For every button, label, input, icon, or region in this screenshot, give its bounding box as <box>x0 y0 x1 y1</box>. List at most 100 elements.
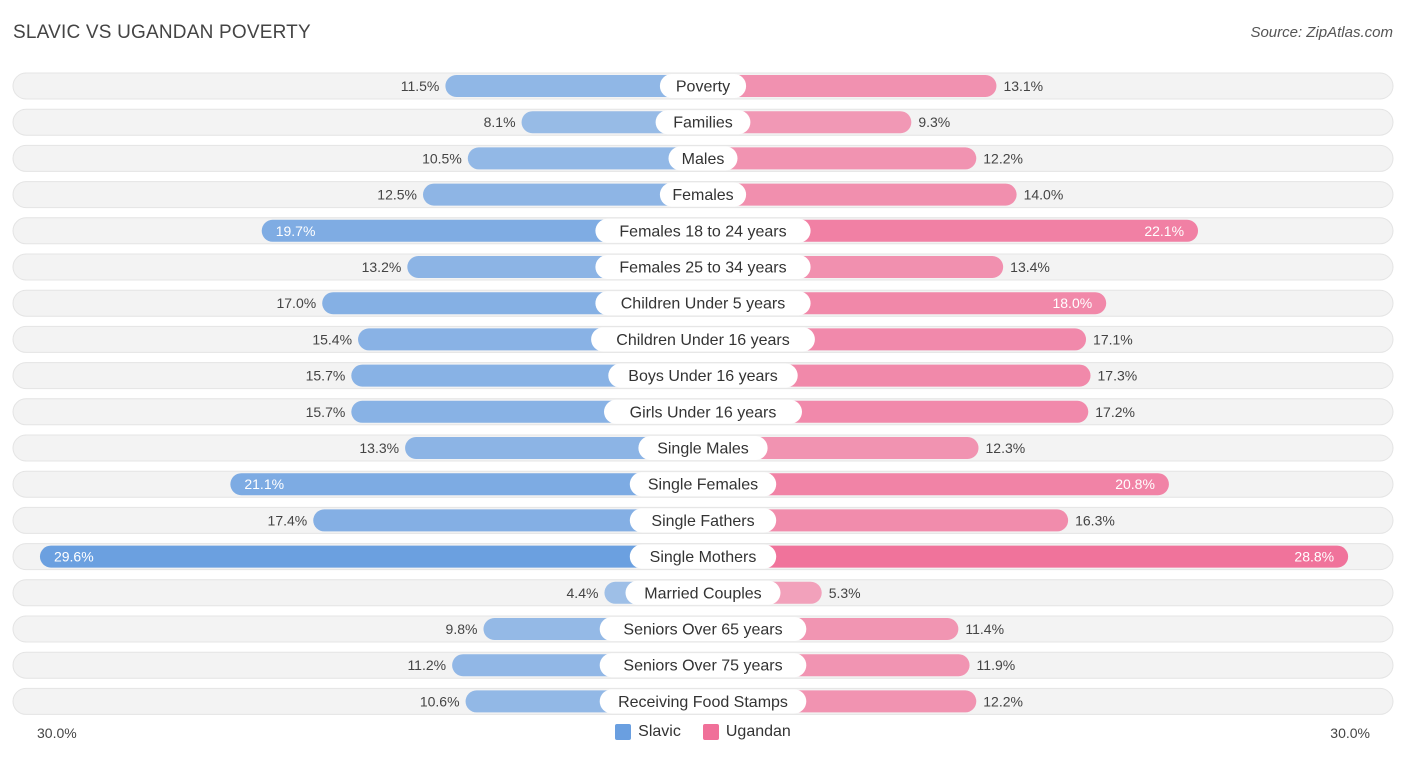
category-pill-seniors-over-75-years <box>599 653 807 678</box>
legend-label-slavic: Slavic <box>638 723 681 740</box>
value-ugandan-seniors-over-75-years: 11.9% <box>977 657 1016 673</box>
bar-ugandan-males <box>703 147 977 170</box>
value-slavic-married-couples: 4.4% <box>567 585 599 601</box>
category-pill-females-25-to-34-years <box>595 255 811 279</box>
bar-slavic-males <box>467 147 703 170</box>
chart-title: SLAVIC VS UGANDAN POVERTY <box>13 22 311 43</box>
legend-item-ugandan: Ugandan <box>702 723 791 741</box>
category-label-poverty: Poverty <box>676 79 730 96</box>
bar-ugandan-boys-under-16-years <box>703 364 1091 387</box>
category-label-single-females: Single Females <box>648 477 758 494</box>
category-pill-females-18-to-24-years <box>595 218 811 243</box>
value-slavic-children-under-16-years: 15.4% <box>312 331 352 347</box>
value-ugandan-children-under-16-years: 17.1% <box>1093 331 1133 347</box>
bar-slavic-single-males <box>405 437 703 459</box>
category-pill-receiving-food-stamps <box>599 689 807 714</box>
value-ugandan-poverty: 13.1% <box>1003 78 1043 94</box>
value-ugandan-receiving-food-stamps: 12.2% <box>983 693 1023 709</box>
category-label-single-mothers: Single Mothers <box>650 549 757 566</box>
category-label-females: Females <box>672 187 733 204</box>
value-ugandan-females: 14.0% <box>1024 187 1064 203</box>
category-pill-single-females <box>629 472 777 497</box>
bar-ugandan-single-mothers <box>703 545 1349 568</box>
value-ugandan-single-males: 12.3% <box>986 440 1026 456</box>
value-slavic-boys-under-16-years: 15.7% <box>306 368 346 384</box>
category-pill-children-under-16-years <box>591 327 815 352</box>
category-label-single-males: Single Males <box>657 441 749 458</box>
category-label-females-18-to-24-years: Females 18 to 24 years <box>619 223 786 240</box>
bar-ugandan-females <box>703 183 1017 206</box>
bar-slavic-single-mothers <box>39 545 703 568</box>
bar-slavic-poverty <box>445 75 703 97</box>
bar-ugandan-poverty <box>703 75 997 97</box>
category-label-seniors-over-65-years: Seniors Over 65 years <box>623 622 782 639</box>
value-slavic-females: 12.5% <box>377 187 417 203</box>
value-ugandan-families: 9.3% <box>918 114 950 130</box>
legend-label-ugandan: Ugandan <box>725 723 791 740</box>
bar-ugandan-single-females <box>703 473 1169 496</box>
value-slavic-single-females: 21.1% <box>244 476 284 492</box>
category-label-families: Families <box>673 115 733 132</box>
value-slavic-single-mothers: 29.6% <box>54 549 94 565</box>
legend-swatch-ugandan <box>702 724 719 740</box>
bar-ugandan-families <box>703 111 912 134</box>
value-slavic-single-males: 13.3% <box>359 440 399 456</box>
legend-item-slavic: Slavic <box>615 723 681 741</box>
category-label-seniors-over-75-years: Seniors Over 75 years <box>623 658 782 675</box>
category-pill-poverty <box>659 74 747 98</box>
bar-ugandan-females-18-to-24-years <box>703 219 1199 242</box>
value-ugandan-children-under-5-years: 18.0% <box>1052 295 1092 311</box>
value-slavic-families: 8.1% <box>484 114 516 130</box>
bar-slavic-females <box>423 183 703 206</box>
category-pill-males <box>668 146 738 171</box>
value-slavic-receiving-food-stamps: 10.6% <box>420 693 460 709</box>
category-label-children-under-5-years: Children Under 5 years <box>621 296 786 313</box>
category-label-married-couples: Married Couples <box>644 585 761 602</box>
category-label-children-under-16-years: Children Under 16 years <box>616 332 789 349</box>
category-pill-girls-under-16-years <box>604 399 802 424</box>
category-label-single-fathers: Single Fathers <box>651 513 754 530</box>
value-slavic-seniors-over-65-years: 9.8% <box>446 621 478 637</box>
category-label-receiving-food-stamps: Receiving Food Stamps <box>618 694 788 711</box>
category-label-males: Males <box>682 151 725 168</box>
value-slavic-poverty: 11.5% <box>401 78 440 94</box>
value-slavic-males: 10.5% <box>422 150 462 166</box>
value-ugandan-seniors-over-65-years: 11.4% <box>965 621 1004 637</box>
source-label: Source: ZipAtlas.com <box>1250 24 1393 41</box>
value-slavic-children-under-5-years: 17.0% <box>276 295 316 311</box>
category-pill-single-males <box>638 436 768 460</box>
value-slavic-females-25-to-34-years: 13.2% <box>362 259 402 275</box>
category-pill-single-mothers <box>629 544 777 569</box>
value-ugandan-single-mothers: 28.8% <box>1294 549 1334 565</box>
value-ugandan-females-18-to-24-years: 22.1% <box>1144 223 1184 239</box>
bar-slavic-single-fathers <box>313 509 703 532</box>
value-slavic-single-fathers: 17.4% <box>268 512 308 528</box>
category-pill-families <box>655 110 751 135</box>
category-pill-females <box>659 182 747 207</box>
legend: Slavic Ugandan <box>0 723 1406 741</box>
value-slavic-females-18-to-24-years: 19.7% <box>276 223 316 239</box>
category-label-females-25-to-34-years: Females 25 to 34 years <box>619 260 786 277</box>
bar-ugandan-single-males <box>703 437 979 459</box>
category-label-girls-under-16-years: Girls Under 16 years <box>630 404 777 421</box>
value-ugandan-single-fathers: 16.3% <box>1075 512 1115 528</box>
axis-right-label: 30.0% <box>1330 725 1370 741</box>
category-pill-boys-under-16-years <box>608 363 798 388</box>
category-pill-married-couples <box>625 580 781 605</box>
legend-swatch-slavic <box>615 724 632 740</box>
bar-ugandan-single-fathers <box>703 509 1069 532</box>
value-ugandan-girls-under-16-years: 17.2% <box>1095 404 1135 420</box>
value-slavic-girls-under-16-years: 15.7% <box>306 404 346 420</box>
value-slavic-seniors-over-75-years: 11.2% <box>407 657 446 673</box>
category-pill-single-fathers <box>629 508 777 533</box>
category-label-boys-under-16-years: Boys Under 16 years <box>628 368 777 385</box>
value-ugandan-boys-under-16-years: 17.3% <box>1098 368 1138 384</box>
category-pill-seniors-over-65-years <box>599 617 807 641</box>
bar-slavic-single-females <box>230 473 704 496</box>
value-ugandan-females-25-to-34-years: 13.4% <box>1010 259 1050 275</box>
value-ugandan-males: 12.2% <box>983 150 1023 166</box>
category-pill-children-under-5-years <box>595 291 811 316</box>
axis-left-label: 30.0% <box>37 725 77 741</box>
bar-slavic-females-18-to-24-years <box>261 219 703 242</box>
